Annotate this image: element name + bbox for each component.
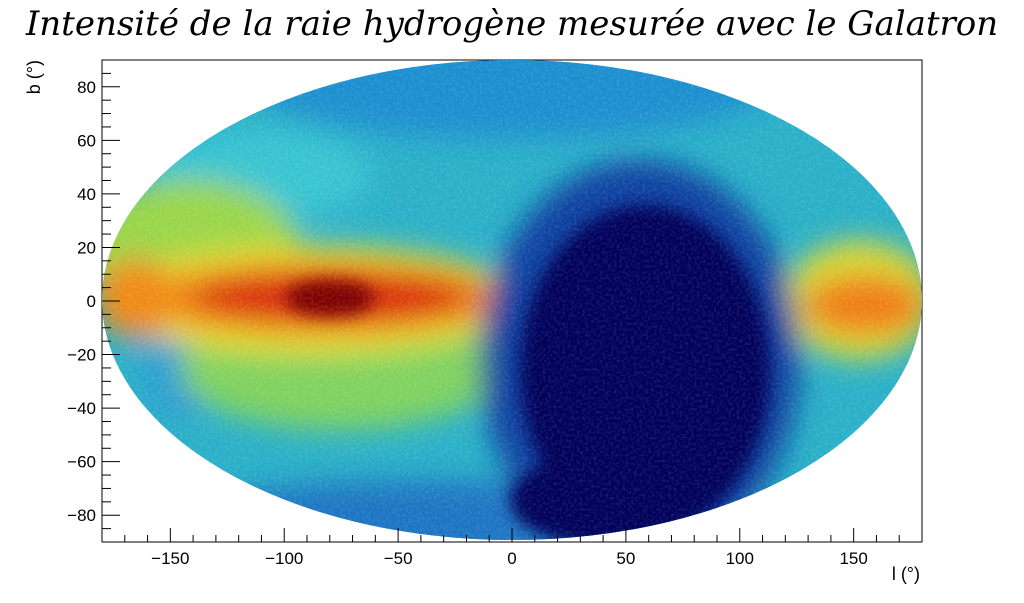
y-tick-label: 60	[77, 131, 96, 150]
heatmap	[102, 60, 922, 540]
x-tick-label: 0	[507, 549, 516, 568]
x-axis: −150 −100 −50 0 50 100 150	[101, 528, 923, 568]
x-tick-label: −100	[265, 549, 303, 568]
x-tick-label: 150	[839, 549, 867, 568]
x-tick-label: −50	[384, 549, 413, 568]
y-tick-label: −20	[67, 346, 96, 365]
y-axis: −80 −60 −40 −20 0 20 40 60 80	[67, 59, 120, 543]
y-tick-label: −40	[67, 399, 96, 418]
y-tick-label: 20	[77, 238, 96, 257]
heatmap-speckle	[102, 60, 922, 540]
x-axis-title: l (°)	[892, 564, 920, 584]
y-tick-label: 80	[77, 78, 96, 97]
x-tick-label: 100	[726, 549, 754, 568]
chart-title: Intensité de la raie hydrogène mesurée a…	[25, 4, 998, 44]
x-tick-label: −150	[151, 549, 189, 568]
y-tick-label: 0	[87, 292, 96, 311]
y-tick-label: −60	[67, 453, 96, 472]
y-axis-title: b (°)	[24, 60, 44, 94]
x-tick-label: 50	[616, 549, 635, 568]
y-tick-label: 40	[77, 185, 96, 204]
y-tick-label: −80	[67, 506, 96, 525]
